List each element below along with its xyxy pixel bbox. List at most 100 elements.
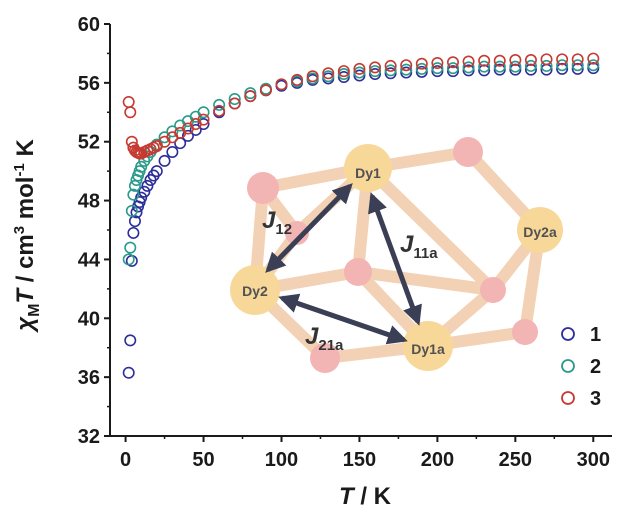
data-point-series-2 <box>462 61 475 74</box>
data-points <box>122 52 600 379</box>
data-point-series-3 <box>384 59 397 72</box>
exchange-arrow <box>278 293 408 345</box>
x-tick-label: 150 <box>343 449 376 471</box>
data-point-series-3 <box>446 56 459 69</box>
data-point-series-2 <box>353 66 366 79</box>
exchange-label: J21a <box>305 323 344 354</box>
inset-atom-labels: Dy1 Dy2 Dy1a Dy2a <box>242 165 557 357</box>
data-point-series-3 <box>556 53 569 66</box>
x-tick-label: 300 <box>577 449 610 471</box>
data-point-series-3 <box>228 97 241 110</box>
legend-label: 1 <box>590 324 601 346</box>
y-tick-label: 44 <box>78 249 101 271</box>
y-title-sup3: 3 <box>11 226 28 234</box>
data-point-series-3 <box>275 78 288 91</box>
data-point-series-1 <box>181 129 194 142</box>
data-point-series-2 <box>166 125 179 138</box>
data-point-series-3 <box>571 53 584 66</box>
exchange-arrows <box>265 183 422 345</box>
data-point-series-2 <box>556 59 569 72</box>
inset-bonds <box>249 146 546 364</box>
data-point-series-1 <box>138 185 151 198</box>
y-tick-label: 48 <box>78 191 100 213</box>
data-point-series-2 <box>524 59 537 72</box>
legend-marker <box>561 359 575 373</box>
exchange-symbol: J <box>262 207 276 234</box>
data-point-series-3 <box>337 65 350 78</box>
inset-bond <box>362 162 499 296</box>
y-tick-label: 40 <box>78 308 100 330</box>
x-tick-label: 250 <box>499 449 532 471</box>
data-point-series-3 <box>478 54 491 67</box>
y-ticks: 32 36 40 44 48 52 56 60 <box>78 14 110 448</box>
data-point-series-2 <box>197 106 210 119</box>
data-point-series-2 <box>369 65 382 78</box>
dy-atom <box>230 265 280 315</box>
bridge-atom <box>480 277 506 303</box>
data-point-series-3 <box>524 54 537 67</box>
bridge-atom <box>512 319 538 345</box>
data-point-series-1 <box>571 62 584 75</box>
y-tick-label: 56 <box>78 73 100 95</box>
legend-marker <box>561 327 575 341</box>
exchange-subscript: 12 <box>275 221 292 238</box>
x-tick-label: 0 <box>120 449 131 471</box>
data-point-series-2 <box>125 204 138 217</box>
data-point-series-1 <box>197 118 210 131</box>
data-point-series-3 <box>400 59 413 72</box>
data-point-series-3 <box>213 104 226 117</box>
data-point-series-2 <box>122 253 135 266</box>
y-axis-title: χMT / cm3 mol-1 K <box>11 139 43 334</box>
data-point-series-3 <box>244 90 257 103</box>
data-point-series-1 <box>135 191 148 204</box>
y-tick-label: 36 <box>78 367 100 389</box>
data-point-series-2 <box>384 64 397 77</box>
y-title-unit-a: / cm <box>12 234 39 289</box>
y-tick-label: 52 <box>78 132 100 154</box>
bridge-atom <box>344 258 372 286</box>
data-point-series-3 <box>306 70 319 83</box>
data-point-series-2 <box>493 60 506 73</box>
data-point-series-3 <box>122 95 135 108</box>
x-axis-title-var: T <box>339 483 356 510</box>
data-point-series-2 <box>213 98 226 111</box>
x-tick-label: 200 <box>421 449 454 471</box>
legend-marker <box>561 391 575 405</box>
data-point-series-2 <box>509 60 522 73</box>
data-point-series-3 <box>322 67 335 80</box>
legend: 1 2 3 <box>561 324 601 410</box>
data-point-series-3 <box>587 52 600 65</box>
legend-label: 3 <box>590 388 601 410</box>
data-point-series-3 <box>369 61 382 74</box>
exchange-symbol: J <box>400 231 414 258</box>
x-axis-title-unit: / K <box>354 483 392 510</box>
x-ticks: 0 50 100 150 200 250 300 <box>120 436 610 471</box>
data-point-series-3 <box>291 73 304 86</box>
exchange-arrow <box>368 192 422 326</box>
exchange-label: J11a <box>400 231 438 262</box>
data-point-series-3 <box>540 53 553 66</box>
data-point-series-2 <box>446 62 459 75</box>
y-title-supm1: -1 <box>11 163 28 176</box>
data-point-series-1 <box>556 62 569 75</box>
dy-atom <box>403 321 453 371</box>
atom-label: Dy2a <box>523 224 557 240</box>
data-point-series-1 <box>127 226 140 239</box>
x-tick-label: 100 <box>265 449 298 471</box>
data-point-series-3 <box>353 62 366 75</box>
data-point-series-1 <box>122 366 135 379</box>
data-point-series-2 <box>431 62 444 75</box>
data-point-series-2 <box>124 241 137 254</box>
bridge-atom <box>453 137 483 167</box>
x-tick-label: 50 <box>192 449 214 471</box>
data-point-series-3 <box>431 56 444 69</box>
y-tick-label: 32 <box>78 426 100 448</box>
y-title-chi-sub: M <box>26 304 43 317</box>
data-point-series-2 <box>158 131 171 144</box>
bridge-atom <box>247 172 279 204</box>
data-point-series-3 <box>462 55 475 68</box>
atom-label: Dy1 <box>355 165 381 181</box>
data-point-series-1 <box>524 63 537 76</box>
